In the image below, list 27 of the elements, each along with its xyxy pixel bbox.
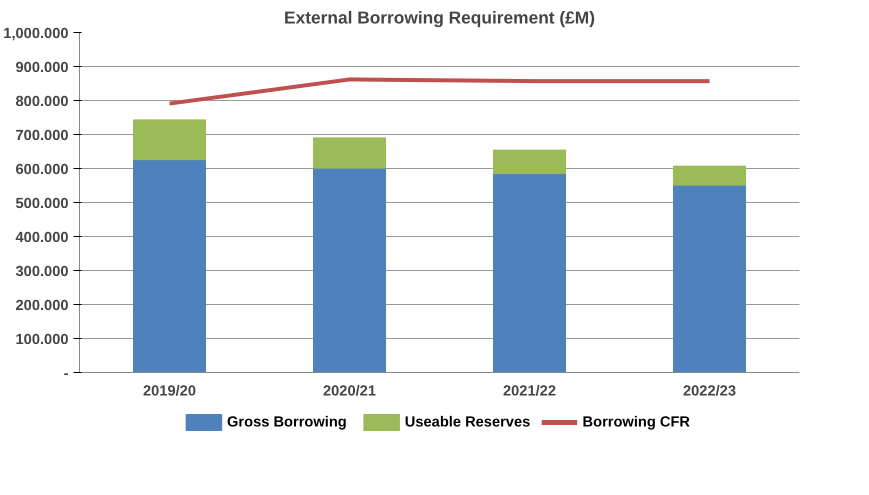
y-tick-label: 200.000	[16, 298, 69, 314]
bar	[313, 137, 386, 169]
bar	[133, 119, 206, 160]
bar	[493, 173, 566, 372]
y-tick-label: 100.000	[16, 332, 69, 348]
bar	[133, 159, 206, 372]
bar	[673, 166, 746, 186]
y-tick-label: 600.000	[16, 162, 69, 178]
legend-label: Useable Reserves	[404, 414, 530, 430]
x-tick-label: 2021/22	[503, 384, 556, 400]
legend-label: Gross Borrowing	[227, 414, 347, 430]
y-tick-label: 1,000.000	[3, 26, 68, 42]
y-tick-label: 300.000	[16, 264, 69, 280]
chart-title: External Borrowing Requirement (£M)	[284, 8, 595, 28]
bar	[673, 184, 746, 372]
y-tick-label: 900.000	[16, 60, 69, 76]
x-tick-label: 2020/21	[323, 384, 376, 400]
y-tick-label: 700.000	[16, 128, 69, 144]
x-tick-label: 2022/23	[683, 384, 736, 400]
y-tick-label: 400.000	[16, 230, 69, 246]
bar	[313, 168, 386, 372]
bar	[493, 150, 566, 174]
legend-label: Borrowing CFR	[582, 414, 690, 430]
y-tick-label: 800.000	[16, 94, 69, 110]
y-tick-label: 500.000	[16, 196, 69, 212]
x-tick-label: 2019/20	[143, 384, 196, 400]
y-tick-label: -	[64, 366, 69, 382]
